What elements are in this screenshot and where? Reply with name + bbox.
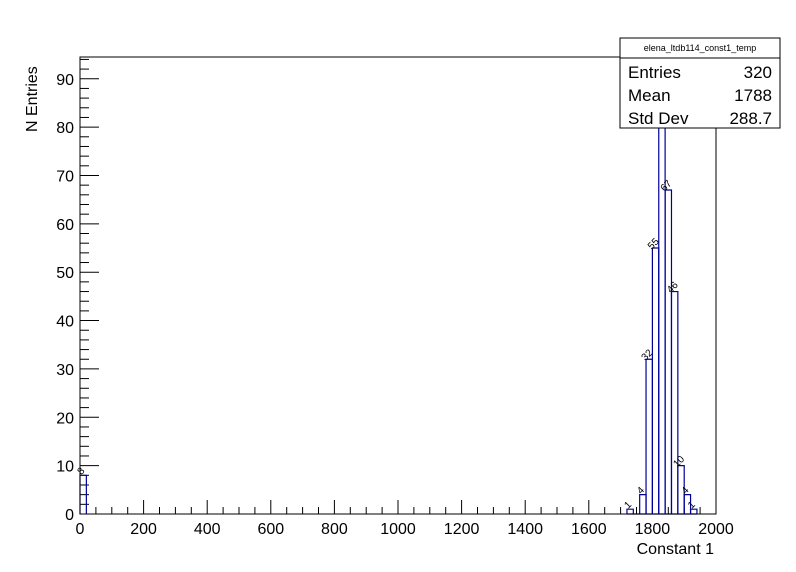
y-tick-label: 10 (56, 459, 74, 476)
stats-mean-label: Mean (628, 86, 671, 105)
y-tick-label: 20 (56, 410, 74, 427)
y-tick-label: 30 (56, 362, 74, 379)
stats-mean-value: 1788 (734, 86, 772, 105)
histogram-bin (670, 290, 679, 514)
y-tick-label: 0 (65, 507, 74, 524)
stats-std-label: Std Dev (628, 109, 689, 128)
x-tick-label: 0 (76, 521, 85, 538)
x-tick-label: 800 (321, 521, 348, 538)
plot-frame (79, 56, 717, 515)
x-tick-label: 1200 (444, 521, 480, 538)
x-tick-label: 1800 (635, 521, 671, 538)
histogram-bin (689, 508, 698, 514)
y-axis-title: N Entries (24, 66, 41, 132)
y-tick-label: 90 (56, 72, 74, 89)
y-tick-label: 50 (56, 265, 74, 282)
x-tick-label: 1600 (571, 521, 607, 538)
x-tick-label: 400 (194, 521, 221, 538)
x-tick-label: 600 (257, 521, 284, 538)
stats-std-value: 288.7 (729, 109, 772, 128)
histogram-bin (677, 465, 685, 514)
histogram-bin (626, 508, 634, 514)
y-tick-label: 60 (56, 217, 74, 234)
y-tick-label: 80 (56, 120, 74, 137)
y-tick-label: 40 (56, 314, 74, 331)
x-tick-label: 1400 (507, 521, 543, 538)
x-tick-label: 200 (130, 521, 157, 538)
stats-box: elena_ltdb114_const1_temp Entries 320 Me… (619, 37, 781, 129)
x-axis-title: Constant 1 (637, 541, 714, 558)
x-tick-label: 1000 (380, 521, 416, 538)
y-tick-labels: 0 10 20 30 40 50 60 70 80 90 (56, 72, 74, 524)
stats-name: elena_ltdb114_const1_temp (644, 43, 756, 53)
stats-entries-label: Entries (628, 63, 681, 82)
x-tick-labels: 0 200 400 600 800 1000 1200 1400 1600 1800 2000 (76, 521, 734, 538)
histogram-bin (683, 494, 692, 514)
y-tick-label: 70 (56, 168, 74, 185)
stats-entries-value: 320 (744, 63, 772, 82)
x-tick-label: 2000 (698, 521, 734, 538)
